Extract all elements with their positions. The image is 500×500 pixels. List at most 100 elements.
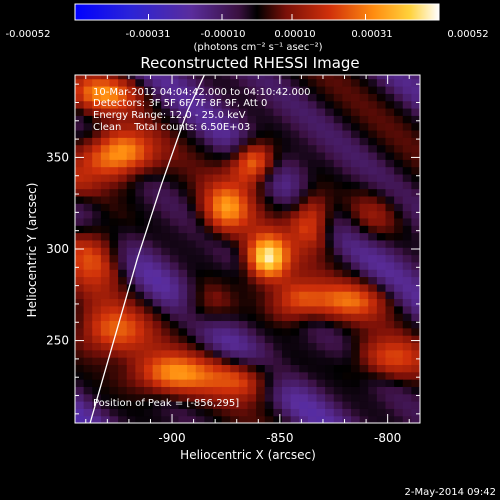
heatmap-cell: [394, 393, 404, 402]
heatmap-cell: [368, 239, 378, 248]
heatmap-cell: [135, 371, 145, 380]
heatmap-cell: [351, 401, 361, 409]
heatmap-cell: [264, 401, 274, 409]
heatmap-cell: [135, 349, 145, 358]
heatmap-cell: [359, 217, 369, 226]
heatmap-cell: [385, 261, 395, 270]
heatmap-cell: [213, 85, 223, 94]
heatmap-cell: [376, 364, 387, 373]
heatmap-cell: [385, 305, 395, 314]
heatmap-cell: [75, 188, 85, 197]
heatmap-cell: [204, 151, 214, 160]
heatmap-cell: [307, 386, 318, 395]
heatmap-cell: [230, 371, 240, 380]
heatmap-cell: [187, 247, 197, 256]
heatmap-cell: [187, 181, 197, 190]
heatmap-cell: [394, 166, 404, 175]
heatmap-cell: [385, 115, 395, 124]
heatmap-cell: [247, 210, 257, 219]
heatmap-cell: [126, 269, 136, 278]
heatmap-cell: [342, 115, 352, 124]
heatmap-cell: [213, 415, 223, 423]
heatmap-cell: [247, 239, 257, 248]
heatmap-cell: [359, 129, 369, 138]
heatmap-cell: [144, 342, 154, 351]
heatmap-cell: [187, 298, 197, 307]
heatmap-cell: [359, 320, 369, 329]
heatmap-cell: [333, 335, 343, 344]
heatmap-cell: [187, 357, 197, 365]
heatmap-cell: [316, 357, 326, 365]
heatmap-cell: [402, 144, 412, 153]
heatmap-cell: [109, 393, 119, 402]
heatmap-cell: [109, 107, 119, 116]
heatmap-cell: [221, 107, 231, 116]
heatmap-cell: [394, 254, 404, 263]
heatmap-cell: [359, 151, 369, 160]
heatmap-cell: [282, 305, 292, 314]
heatmap-cell: [126, 85, 136, 94]
heatmap-cell: [83, 181, 93, 190]
heatmap-cell: [307, 320, 318, 329]
heatmap-cell: [230, 188, 240, 197]
heatmap-cell: [368, 232, 378, 241]
heatmap-cell: [264, 269, 274, 278]
heatmap-cell: [135, 320, 145, 329]
heatmap-cell: [83, 78, 93, 87]
heatmap-cell: [118, 283, 128, 292]
heatmap-cell: [247, 144, 257, 153]
heatmap-cell: [221, 364, 231, 373]
heatmap-cell: [92, 379, 102, 387]
heatmap-cell: [411, 159, 420, 168]
heatmap-cell: [152, 85, 162, 94]
heatmap-cell: [290, 408, 300, 417]
heatmap-cell: [264, 327, 274, 336]
heatmap-cell: [126, 305, 136, 314]
heatmap-cell: [273, 159, 283, 168]
heatmap-cell: [126, 173, 136, 182]
heatmap-cell: [394, 349, 404, 358]
heatmap-cell: [238, 232, 249, 241]
heatmap-cell: [411, 305, 420, 314]
heatmap-cell: [109, 85, 119, 94]
heatmap-cell: [368, 100, 378, 109]
heatmap-cell: [385, 173, 395, 182]
heatmap-cell: [195, 181, 205, 190]
heatmap-cell: [187, 371, 197, 380]
heatmap-cell: [238, 320, 249, 329]
heatmap-cell: [273, 269, 283, 278]
heatmap-cell: [333, 313, 343, 322]
heatmap-cell: [247, 195, 257, 204]
heatmap-cell: [152, 203, 162, 212]
heatmap-cell: [256, 225, 266, 234]
heatmap-cell: [109, 232, 119, 241]
heatmap-cell: [394, 188, 404, 197]
heatmap-cell: [376, 151, 387, 160]
heatmap-cell: [282, 239, 292, 248]
heatmap-cell: [282, 173, 292, 182]
heatmap-cell: [325, 327, 335, 336]
heatmap-cell: [376, 254, 387, 263]
heatmap-cell: [402, 393, 412, 402]
heatmap-cell: [342, 107, 352, 116]
heatmap-cell: [169, 371, 180, 380]
heatmap-cell: [282, 342, 292, 351]
heatmap-cell: [325, 335, 335, 344]
heatmap-cell: [221, 129, 231, 138]
heatmap-cell: [178, 364, 188, 373]
heatmap-cell: [187, 320, 197, 329]
heatmap-cell: [230, 342, 240, 351]
heatmap-cell: [161, 122, 171, 131]
heatmap-cell: [187, 276, 197, 285]
heatmap-cell: [126, 75, 136, 80]
heatmap-cell: [351, 298, 361, 307]
heatmap-cell: [411, 386, 420, 395]
heatmap-cell: [325, 261, 335, 270]
heatmap-cell: [195, 85, 205, 94]
heatmap-cell: [118, 379, 128, 387]
heatmap-cell: [368, 107, 378, 116]
heatmap-cell: [299, 254, 309, 263]
heatmap-cell: [411, 122, 420, 131]
heatmap-cell: [394, 291, 404, 300]
heatmap-cell: [100, 401, 111, 409]
